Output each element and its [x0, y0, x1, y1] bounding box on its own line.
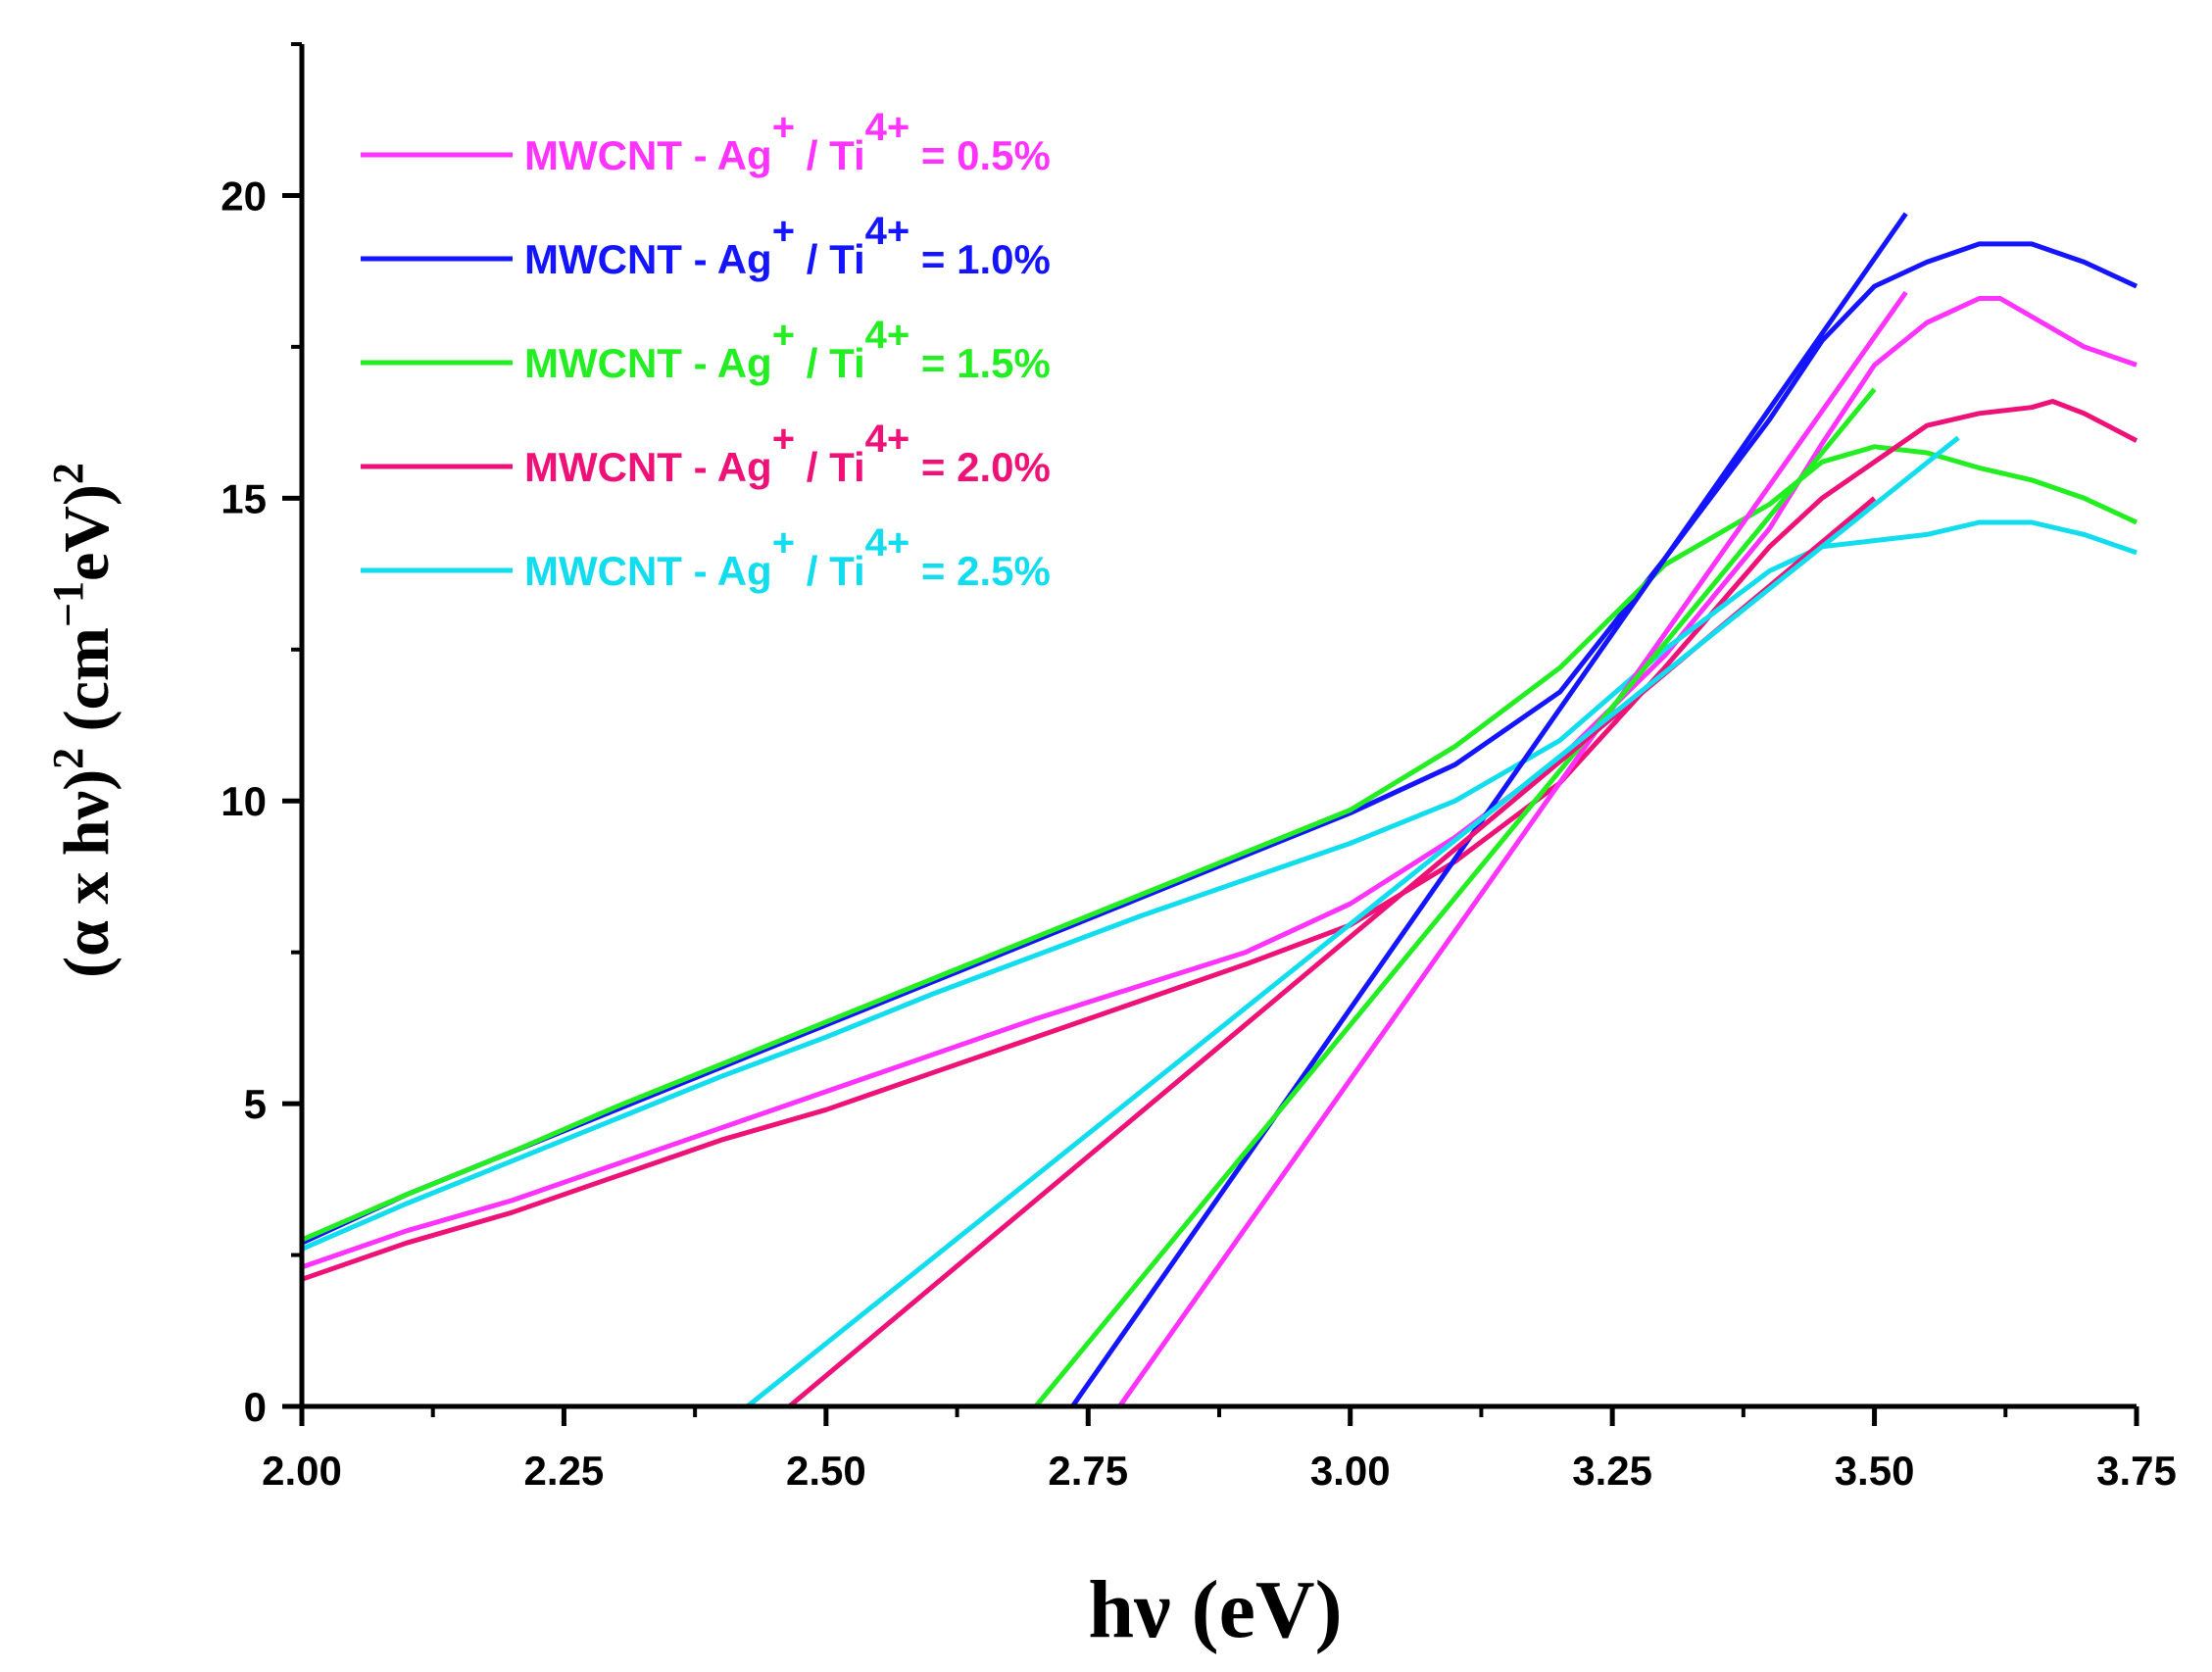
x-tick-label: 3.75	[2096, 1448, 2177, 1494]
legend-label: MWCNT - Ag+ / Ti4+ = 1.5%	[524, 314, 1051, 386]
legend-label-part: / Ti	[795, 236, 865, 282]
legend-item-3: MWCNT - Ag+ / Ti4+ = 1.5%	[361, 314, 1051, 386]
legend-label-part: = 2.0%	[909, 444, 1051, 490]
legend-label: MWCNT - Ag+ / Ti4+ = 2.0%	[524, 418, 1051, 490]
y-axis-title-open: (α x hν)	[51, 769, 123, 978]
y-axis-title-mid: (cm	[51, 627, 123, 748]
legend-label: MWCNT - Ag+ / Ti4+ = 2.5%	[524, 521, 1051, 594]
legend-label: MWCNT - Ag+ / Ti4+ = 0.5%	[524, 106, 1051, 178]
y-axis-title-unit: eV)	[51, 484, 123, 581]
legend-item-1: MWCNT - Ag+ / Ti4+ = 0.5%	[361, 106, 1051, 178]
series-layer	[300, 241, 2138, 1282]
x-tick-label: 3.50	[1835, 1448, 1915, 1494]
legend: MWCNT - Ag+ / Ti4+ = 0.5%MWCNT - Ag+ / T…	[361, 106, 1051, 594]
legend-item-4: MWCNT - Ag+ / Ti4+ = 2.0%	[361, 418, 1051, 490]
legend-label-part: MWCNT - Ag	[524, 340, 772, 386]
legend-item-2: MWCNT - Ag+ / Ti4+ = 1.0%	[361, 210, 1051, 282]
series-line-5	[301, 519, 2138, 1252]
series-line-2	[300, 241, 2138, 1246]
y-axis-title-sup2: −1	[44, 581, 92, 627]
legend-label-part: / Ti	[795, 340, 865, 386]
legend-label-part: = 0.5%	[909, 132, 1051, 178]
y-tick-label: 20	[221, 172, 267, 219]
y-axis-title-sup3: 2	[44, 463, 92, 484]
x-tick-label: 3.25	[1572, 1448, 1652, 1494]
fit-layer	[746, 212, 1960, 1408]
y-tick-label: 10	[221, 778, 267, 824]
y-tick-label: 0	[244, 1384, 267, 1430]
legend-label-sup: +	[772, 106, 795, 149]
legend-item-5: MWCNT - Ag+ / Ti4+ = 2.5%	[361, 521, 1051, 594]
legend-label-part: / Ti	[795, 444, 865, 490]
x-axis-title: hν (eV)	[1088, 1564, 1342, 1655]
legend-label-sup: 4+	[865, 418, 910, 461]
legend-label-sup: 4+	[865, 106, 910, 149]
legend-label-part: MWCNT - Ag	[524, 236, 772, 282]
legend-label-sup: +	[772, 418, 795, 461]
fit-line-3	[1033, 387, 1877, 1408]
axes: 2.00 2.25 2.50 2.75 3.00 3.25 3.50 3.75 0 5 10 15 20	[221, 42, 2177, 1494]
legend-label-sup: +	[772, 210, 795, 253]
x-tick-label: 2.00	[262, 1448, 342, 1494]
y-axis-title-sup1: 2	[44, 748, 92, 769]
legend-label-part: = 2.5%	[909, 548, 1051, 594]
legend-label-part: / Ti	[795, 132, 865, 178]
y-axis-title: (α x hν)2 (cm−1eV)2	[44, 463, 123, 978]
plot-area: 2.00 2.25 2.50 2.75 3.00 3.25 3.50 3.75 0 5 10 15 20	[221, 42, 2177, 1494]
x-tick-label: 3.00	[1310, 1448, 1391, 1494]
x-tick-label: 2.25	[524, 1448, 605, 1494]
y-tick-label: 15	[221, 475, 267, 521]
series-line-3	[301, 444, 2138, 1243]
legend-label-part: MWCNT - Ag	[524, 444, 772, 490]
y-tick-label: 5	[244, 1081, 267, 1127]
series-line-4	[301, 399, 2138, 1282]
x-tick-label: 2.75	[1048, 1448, 1128, 1494]
fit-line-5	[746, 435, 1960, 1408]
fit-line-1	[1117, 290, 1908, 1408]
legend-label-sup: 4+	[865, 314, 910, 357]
legend-label-sup: 4+	[865, 210, 910, 253]
legend-label: MWCNT - Ag+ / Ti4+ = 1.0%	[524, 210, 1051, 282]
legend-label-part: MWCNT - Ag	[524, 548, 772, 594]
legend-label-sup: +	[772, 314, 795, 357]
legend-label-part: MWCNT - Ag	[524, 132, 772, 178]
legend-label-sup: +	[772, 521, 795, 565]
x-tick-label: 2.50	[786, 1448, 866, 1494]
legend-label-part: = 1.0%	[909, 236, 1051, 282]
legend-label-sup: 4+	[865, 521, 910, 565]
legend-label-part: = 1.5%	[909, 340, 1051, 386]
legend-label-part: / Ti	[795, 548, 865, 594]
